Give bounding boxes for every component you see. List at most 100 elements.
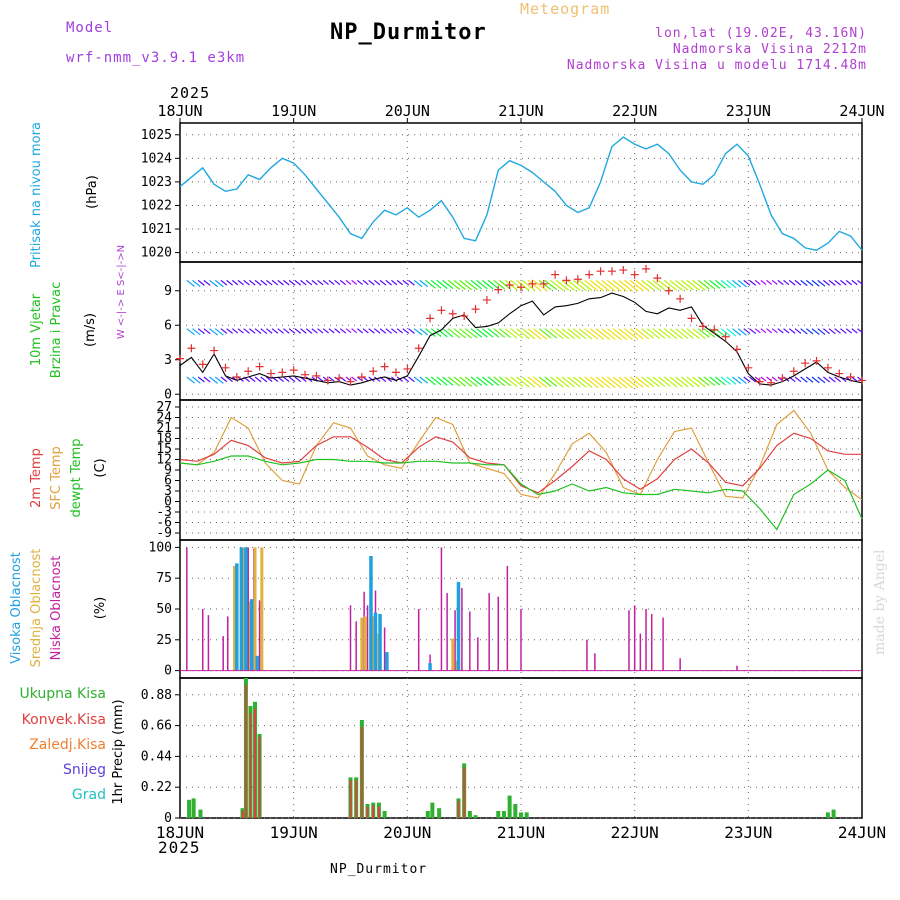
time-tick-bottom: 22JUN [611, 823, 659, 842]
wind-barb [516, 279, 530, 291]
tsfc-line [179, 409, 863, 501]
wind-barb [572, 279, 587, 292]
wind-barb [800, 328, 808, 335]
wind-gust-marker [460, 312, 469, 321]
wind-barb [607, 376, 622, 389]
temp-ytick: 21 [156, 421, 172, 436]
time-tick-top: 20JUN [385, 102, 430, 120]
wind-gust-marker [721, 332, 730, 341]
wind-gust-marker [437, 306, 446, 315]
wind-barb [686, 376, 701, 388]
wind-compass-label: W <-|-> E S<-|->N [116, 245, 127, 339]
wind-gust-marker [244, 367, 253, 376]
wind-gust-marker [312, 371, 321, 380]
wind-gust-marker [710, 325, 719, 334]
temp-ytick: 24 [156, 411, 172, 426]
wind-barb [675, 279, 689, 291]
temp-ylabel-2m: 2m Temp [29, 448, 44, 508]
wind-barb [266, 376, 273, 383]
wind-barb [714, 279, 726, 289]
time-tick-top: 22JUN [612, 102, 657, 120]
wind-barb [720, 279, 731, 289]
wind-gust-marker [585, 270, 594, 279]
wind-gust-marker [357, 373, 366, 381]
precip-conv-bar [366, 806, 369, 818]
temp-ytick: 15 [156, 442, 172, 457]
wind-barb [209, 328, 219, 336]
precip-total-bar [382, 811, 387, 818]
wind-barb [209, 279, 219, 288]
cloud-bar-low [186, 547, 188, 671]
wind-barb [624, 376, 639, 389]
wind-barb [743, 328, 751, 335]
wind-barb [567, 376, 581, 388]
wind-barb [459, 328, 472, 339]
precip-conv-bar [249, 713, 252, 818]
wind-gust-marker [380, 362, 389, 371]
wind-gust-marker [278, 368, 287, 377]
wind-gust-marker [642, 264, 651, 273]
wind-barb [680, 279, 695, 291]
wind-barb [436, 279, 448, 290]
temp-ytick: 6 [164, 474, 172, 489]
wind-barb [618, 376, 633, 389]
wind-gust-marker [198, 360, 207, 369]
wind-barb [845, 328, 853, 334]
wind-barb [572, 376, 587, 388]
wind-barb [828, 376, 836, 383]
cloud-bar-high [249, 599, 254, 671]
wind-barb [493, 279, 506, 290]
time-tick-top: 23JUN [726, 102, 771, 120]
wind-barb [703, 328, 716, 338]
cloud-bar-low [497, 596, 500, 671]
wind-barb [709, 279, 721, 289]
precip-conv-bar [355, 780, 358, 818]
wind-barb [425, 279, 436, 289]
wind-barb [521, 376, 536, 388]
wind-barb [845, 279, 853, 286]
wind-barb [379, 328, 387, 334]
wind-barb [578, 376, 593, 388]
wind-barb [550, 328, 564, 340]
wind-barb [805, 279, 814, 287]
wind-gust-marker [346, 377, 355, 386]
cloud-bar-low [383, 627, 386, 671]
wind-gust-marker [266, 369, 275, 378]
wind-barb [521, 279, 536, 291]
wind-barb [510, 328, 524, 339]
wind-barb [300, 279, 307, 286]
wind-barb [493, 328, 506, 338]
wind-barb [811, 376, 820, 384]
wind-barb [391, 328, 398, 334]
wind-barb [754, 279, 761, 285]
cloud-bar-low [440, 547, 443, 671]
cloud-bar-low [586, 639, 588, 671]
wind-barb [436, 376, 448, 386]
wind-barb [334, 328, 341, 334]
header-elevation: Nadmorska Visina 2212m [672, 42, 867, 57]
wind-barb [481, 376, 494, 386]
cloud-bar-high [373, 612, 378, 671]
wind-barb [186, 376, 195, 384]
wind-ylabel-sub: Brzina i Pravac [49, 282, 64, 379]
cloud-bar-low [429, 654, 431, 671]
wind-barb [328, 376, 335, 382]
cloud-bar-low [469, 611, 471, 671]
wind-barb [783, 328, 790, 334]
wind-gust-marker [789, 367, 798, 376]
wind-barb [578, 279, 593, 292]
wind-barb [453, 328, 466, 339]
wind-gust-marker [835, 369, 844, 378]
wind-barb [476, 279, 488, 290]
wind-barb [248, 376, 256, 383]
wind-barb [743, 279, 751, 286]
time-tick-bottom: 20JUN [383, 823, 431, 842]
cloud-unit: (%) [93, 597, 108, 620]
wind-barb [521, 328, 536, 340]
wind-gust-marker [323, 376, 332, 385]
time-tick-bottom: 23JUN [724, 823, 772, 842]
wind-barb [607, 328, 622, 341]
wind-barb [345, 328, 352, 334]
wind-gust-marker [391, 368, 400, 377]
cloud-ylabel-low: Niska Oblacnost [49, 556, 64, 661]
